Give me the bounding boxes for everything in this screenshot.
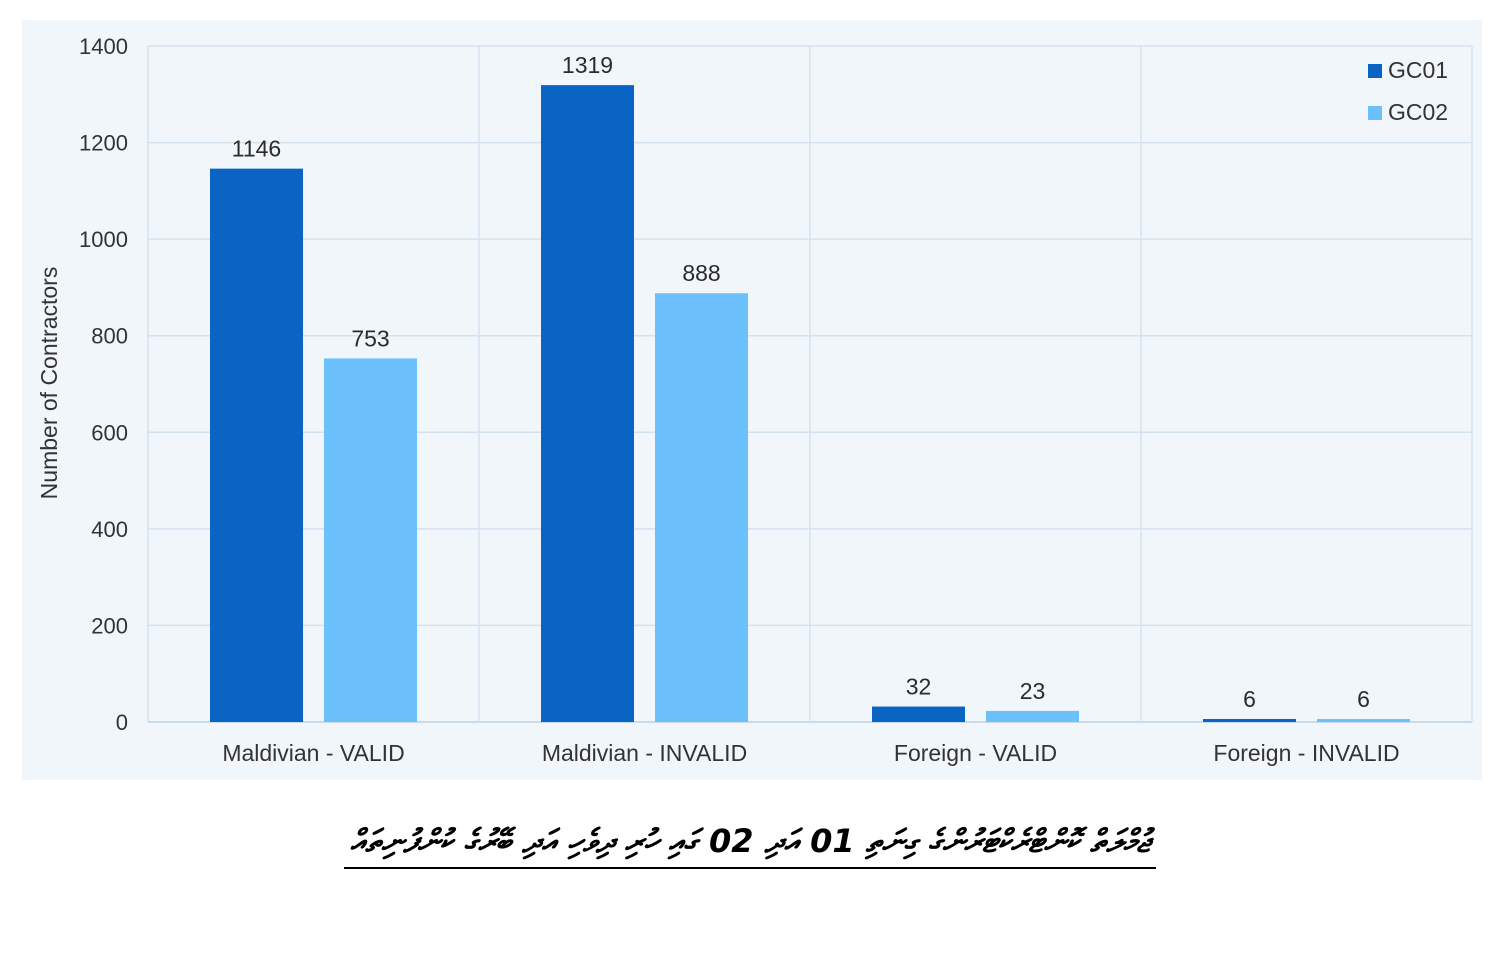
data-label: 6 — [1243, 686, 1256, 712]
x-category-label: Maldivian - VALID — [222, 740, 404, 766]
y-tick-label: 800 — [91, 324, 128, 349]
bar-gc02 — [324, 358, 417, 722]
data-label: 1146 — [232, 136, 281, 162]
x-category-label: Foreign - INVALID — [1213, 740, 1399, 766]
bar-gc01 — [541, 85, 634, 722]
y-tick-label: 200 — [91, 613, 128, 638]
data-label: 753 — [351, 325, 389, 351]
legend-swatch-gc01 — [1368, 64, 1382, 78]
y-tick-label: 400 — [91, 517, 128, 542]
bar-gc01 — [1203, 719, 1296, 722]
data-label: 1319 — [562, 52, 613, 78]
bar-gc02 — [986, 710, 1079, 722]
x-category-label: Maldivian - INVALID — [542, 740, 747, 766]
bar-gc01 — [210, 168, 303, 722]
y-tick-label: 1200 — [79, 131, 128, 156]
bars-layer — [210, 85, 1410, 722]
figure-caption: ޖުމްލަތް ކޮންޓްރެކްޓަރުންގެ ގިނަތި 01 އަ… — [344, 822, 1156, 869]
figure-caption-container: ޖުމްލަތް ކޮންޓްރެކްޓަރުންގެ ގިނަތި 01 އަ… — [0, 822, 1500, 869]
data-label: 23 — [1020, 678, 1046, 704]
legend: GC01 GC02 — [1368, 57, 1448, 125]
bar-gc01 — [872, 706, 965, 722]
data-label: 888 — [682, 260, 720, 286]
bar-gc02 — [655, 293, 748, 722]
y-tick-label: 1400 — [79, 34, 128, 59]
y-tick-label: 600 — [91, 420, 128, 445]
legend-label-gc01: GC01 — [1388, 57, 1448, 83]
labels-layer: 0 200 400 600 800 1000 1200 1400 1146 753 Maldivia… — [79, 34, 1400, 766]
y-axis-title: Number of Contractors — [36, 267, 62, 500]
legend-swatch-gc02 — [1368, 106, 1382, 120]
bar-gc02 — [1317, 719, 1410, 722]
legend-label-gc02: GC02 — [1388, 99, 1448, 125]
x-category-label: Foreign - VALID — [894, 740, 1057, 766]
y-tick-label: 1000 — [79, 227, 128, 252]
data-label: 32 — [906, 674, 932, 700]
y-tick-label: 0 — [116, 710, 128, 735]
data-label: 6 — [1357, 686, 1370, 712]
bar-chart: 0 200 400 600 800 1000 1200 1400 1146 753 Maldivia… — [36, 34, 1473, 766]
